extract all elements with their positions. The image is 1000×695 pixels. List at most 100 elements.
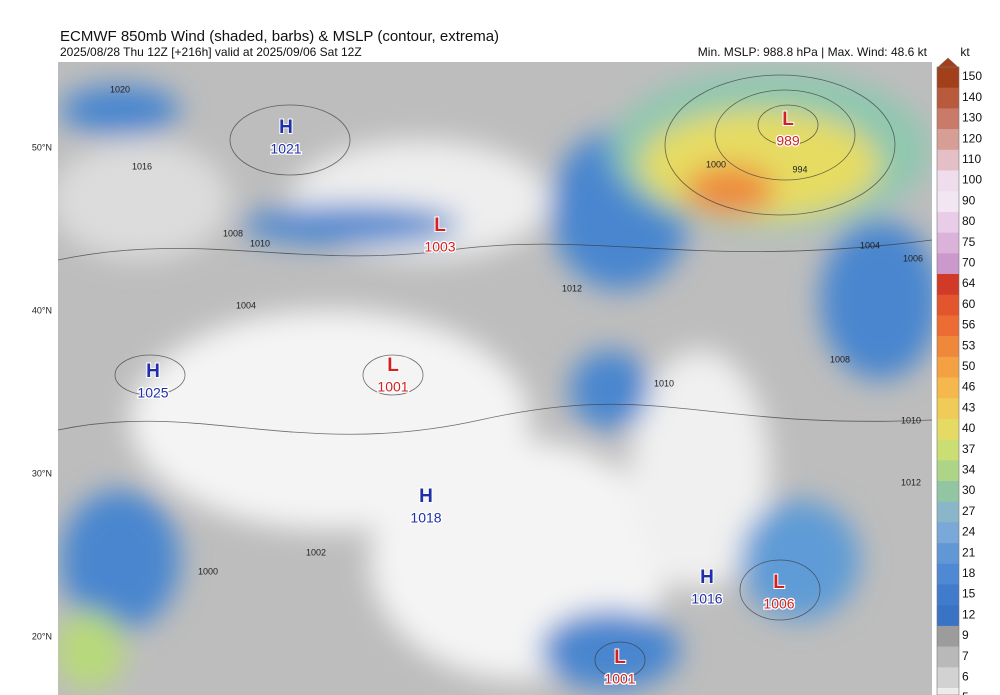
colorbar-bin (937, 522, 959, 544)
colorbar-bin (937, 87, 959, 109)
colorbar-label: 30 (962, 483, 976, 497)
colorbar-bin (937, 605, 959, 627)
colorbar-label: 100 (962, 173, 982, 187)
center-type: H (419, 486, 433, 507)
title: ECMWF 850mb Wind (shaded, barbs) & MSLP … (60, 28, 499, 45)
colorbar-bin (937, 149, 959, 171)
map (58, 62, 932, 695)
contour-label: 1008 (830, 354, 850, 364)
center-pressure: 1001 (604, 671, 635, 687)
center-pressure: 1025 (137, 385, 168, 401)
colorbar-bin (937, 191, 959, 213)
colorbar-label: 75 (962, 235, 976, 249)
contour-label: 994 (792, 164, 807, 174)
contour-label: 1000 (706, 159, 726, 169)
colorbar-arrow (936, 57, 960, 69)
contour-label: 1016 (132, 161, 152, 171)
colorbar-bin (937, 584, 959, 606)
colorbar-label: 50 (962, 359, 976, 373)
colorbar-label: 7 (962, 649, 969, 663)
colorbar-bin (937, 481, 959, 502)
center-type: L (773, 572, 785, 593)
colorbar-bin (937, 356, 959, 378)
stats: Min. MSLP: 988.8 hPa | Max. Wind: 48.6 k… (698, 45, 928, 59)
colorbar-bin (937, 211, 959, 233)
colorbar-label: 130 (962, 111, 982, 125)
colorbar-bin (937, 439, 959, 461)
colorbar-bin (937, 108, 959, 130)
colorbar-label: 43 (962, 400, 976, 414)
colorbar-unit: kt (960, 45, 970, 59)
colorbar-label: 18 (962, 566, 976, 580)
center-pressure: 1003 (424, 239, 455, 255)
colorbar-bin (937, 253, 959, 275)
colorbar-label: 37 (962, 442, 976, 456)
colorbar-label: 24 (962, 525, 976, 539)
colorbar-bin (937, 67, 959, 88)
colorbar-label: 64 (962, 276, 976, 290)
colorbar-label: 15 (962, 587, 976, 601)
colorbar-label: 5 (962, 690, 969, 695)
colorbar-label: 21 (962, 545, 976, 559)
colorbar-bin (937, 460, 959, 482)
center-pressure: 1001 (377, 379, 408, 395)
colorbar-bin (937, 543, 959, 565)
colorbar-bin (937, 501, 959, 523)
colorbar-bin (937, 294, 959, 316)
colorbar-label: 46 (962, 380, 976, 394)
colorbar-bin (937, 274, 959, 295)
contour-label: 1004 (860, 240, 880, 250)
colorbar-label: 140 (962, 90, 982, 104)
center-pressure: 1018 (410, 510, 441, 526)
colorbar-bin (937, 129, 959, 151)
colorbar-label: 90 (962, 193, 976, 207)
center-type: H (700, 567, 714, 588)
contour-label: 1012 (562, 283, 582, 293)
colorbar-label: 120 (962, 131, 982, 145)
colorbar-bin (937, 232, 959, 254)
center-pressure: 1006 (763, 596, 794, 612)
colorbar-label: 27 (962, 504, 976, 518)
latitude-label: 40°N (32, 305, 52, 315)
colorbar-bin (937, 563, 959, 585)
colorbar-bin (937, 170, 959, 192)
latitude-label: 30°N (32, 468, 52, 478)
center-pressure: 1016 (691, 591, 722, 607)
colorbar-bin (937, 688, 959, 695)
subtitle: 2025/08/28 Thu 12Z [+216h] valid at 2025… (60, 45, 362, 59)
latitude-label: 20°N (32, 631, 52, 641)
colorbar-bin (937, 646, 959, 668)
contour-label: 1008 (223, 228, 243, 238)
contour-label: 1004 (236, 300, 256, 310)
colorbar-bin (937, 418, 959, 440)
colorbar-bin (937, 377, 959, 399)
contour-label: 1010 (654, 378, 674, 388)
center-type: L (614, 647, 626, 668)
colorbar-label: 110 (962, 152, 981, 166)
colorbar-bin (937, 667, 959, 689)
colorbar-label: 6 (962, 669, 969, 683)
latitude-label: 50°N (32, 142, 52, 152)
contour-label: 1010 (250, 238, 270, 248)
contour-label: 1012 (901, 477, 921, 487)
contour-label: 1010 (901, 415, 921, 425)
contour-label: 1000 (198, 566, 218, 576)
center-type: L (434, 215, 446, 236)
colorbar-label: 12 (962, 607, 976, 621)
colorbar-bin (937, 625, 959, 647)
colorbar-label: 56 (962, 318, 976, 332)
center-type: L (782, 109, 794, 130)
center-pressure: 1021 (270, 141, 301, 157)
contour-label: 1006 (903, 253, 923, 263)
colorbar-label: 53 (962, 338, 976, 352)
colorbar-bin (937, 398, 959, 420)
center-type: H (279, 117, 293, 138)
contour-label: 1020 (110, 84, 130, 94)
center-type: H (146, 361, 160, 382)
colorbar-label: 70 (962, 255, 976, 269)
center-type: L (387, 355, 399, 376)
colorbar-label: 34 (962, 462, 976, 476)
center-pressure: 989 (776, 133, 800, 149)
colorbar-bin (937, 336, 959, 358)
